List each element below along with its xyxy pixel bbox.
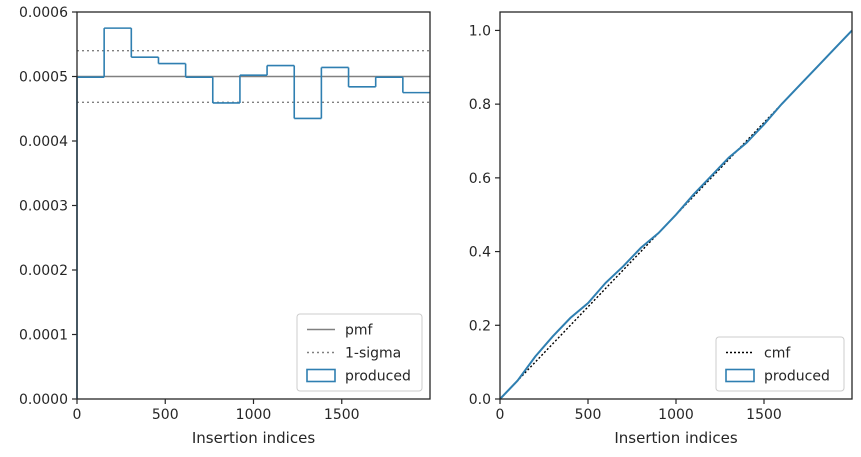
right-ytick-label: 0.0 [469,392,491,408]
right-legend-label-cmf: cmf [764,346,791,362]
right-ytick-label: 1.0 [469,23,491,39]
right-axes-frame [499,11,853,400]
left-xtick-label: 1500 [324,407,360,423]
left-x-axis-label: Insertion indices [192,429,315,447]
right-legend-label-produced: produced [764,369,830,385]
left-ytick-label: 0.0006 [19,5,68,21]
histogram-chart: 0 500 1000 1500 0.0000 0.0001 0.0002 0.0003 0.00… [19,5,431,447]
right-legend-handle-produced [725,368,755,383]
left-legend [296,313,423,392]
right-ytick-label: 0.6 [469,171,491,187]
left-ytick-label: 0.0001 [19,328,68,344]
right-xtick-label: 500 [575,407,602,423]
left-axes-frame [76,11,431,400]
left-ytick-label: 0.0004 [19,134,68,150]
right-ytick-label: 0.2 [469,318,491,334]
right-xtick-label: 0 [496,407,505,423]
left-ytick-label: 0.0003 [19,199,68,215]
right-ytick-label: 0.4 [469,245,491,261]
right-x-axis-label: Insertion indices [614,429,737,447]
left-ytick-label: 0.0002 [19,263,68,279]
right-xtick-label: 1000 [658,407,694,423]
left-xtick-label: 500 [152,407,179,423]
left-legend-label-sigma: 1-sigma [345,346,401,362]
left-ytick-label: 0.0000 [19,392,68,408]
right-ytick-label: 0.8 [469,97,491,113]
right-xtick-label: 1500 [746,407,782,423]
cdf-chart: 0 500 1000 1500 0.0 0.2 0.4 0.6 0.8 1.0 Insertion … [469,11,853,447]
right-legend [715,336,845,392]
left-xtick-label: 1000 [236,407,272,423]
left-ytick-label: 0.0005 [19,70,68,86]
left-legend-label-produced: produced [345,369,411,385]
left-legend-handle-produced [306,368,336,383]
left-xtick-label: 0 [73,407,82,423]
left-legend-label-pmf: pmf [345,323,374,339]
